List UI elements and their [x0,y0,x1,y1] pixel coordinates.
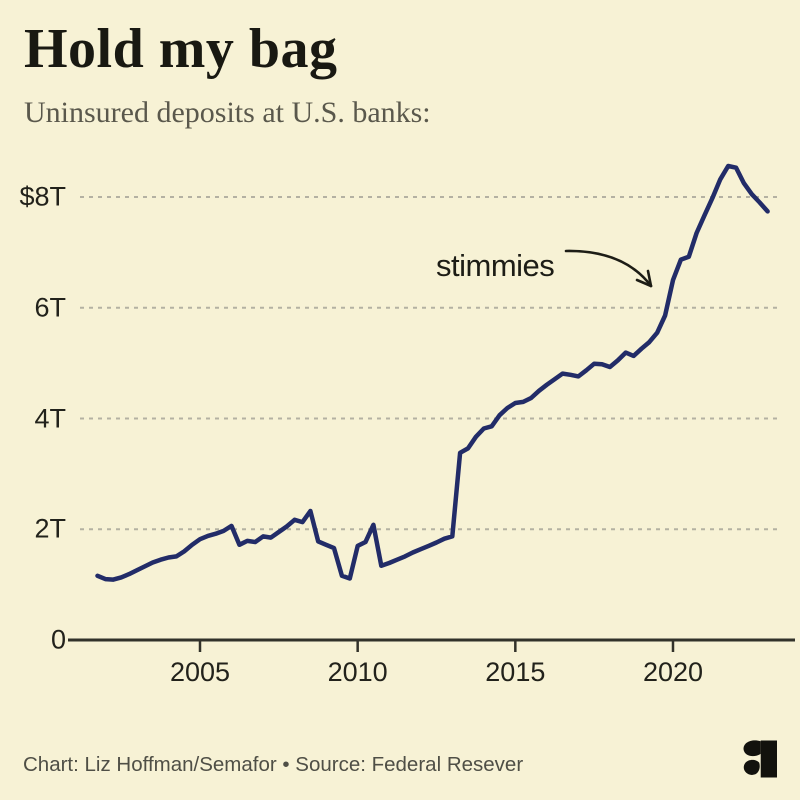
y-axis-label-6t: 6T [34,292,66,323]
x-axis-label-2015: 2015 [485,657,546,687]
annotation-stimmies-label: stimmies [436,248,555,283]
chart-subtitle: Uninsured deposits at U.S. banks: [24,96,431,129]
annotation-arrowhead [635,269,653,288]
footer-credit: Chart: Liz Hoffman/Semafor • Source: Fed… [23,753,524,776]
y-axis-label-2t: 2T [34,513,66,544]
annotation-arrow [564,249,653,288]
semafor-logo-icon [743,740,777,778]
y-axis-label-4t: 4T [34,403,66,433]
y-axis-label-8t: $8T [19,181,66,212]
chart-title: Hold my bag [24,18,338,80]
deposits-line [95,163,770,582]
x-axis-label-2010: 2010 [327,657,388,687]
y-axis-label-0: 0 [50,624,66,655]
x-axis-label-2020: 2020 [642,657,704,687]
x-axis-label-2005: 2005 [169,657,231,687]
